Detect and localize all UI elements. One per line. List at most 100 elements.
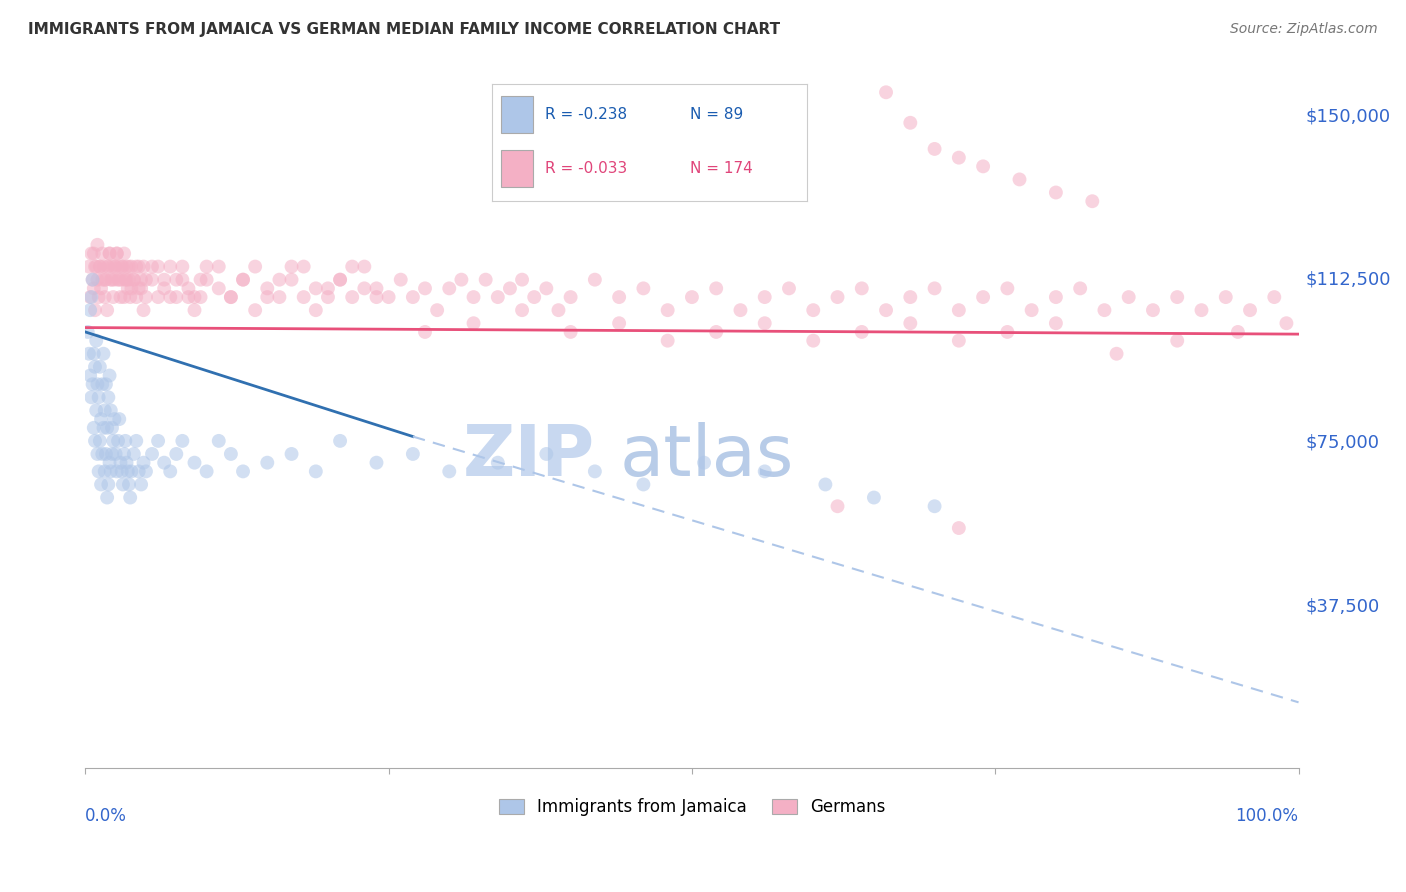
Point <box>342 290 364 304</box>
Point <box>120 464 142 478</box>
Point <box>80 390 103 404</box>
Point <box>1215 290 1237 304</box>
Point <box>105 246 128 260</box>
Point <box>76 325 98 339</box>
Point <box>89 434 111 448</box>
Point <box>146 434 169 448</box>
Point <box>924 142 946 156</box>
Point <box>208 434 231 448</box>
Point <box>177 290 200 304</box>
Text: IMMIGRANTS FROM JAMAICA VS GERMAN MEDIAN FAMILY INCOME CORRELATION CHART: IMMIGRANTS FROM JAMAICA VS GERMAN MEDIAN… <box>28 22 780 37</box>
Point <box>100 403 122 417</box>
Point <box>90 412 112 426</box>
Point <box>77 260 100 274</box>
Point <box>165 290 187 304</box>
Point <box>232 273 254 287</box>
Point <box>1021 303 1043 318</box>
Point <box>94 447 117 461</box>
Point <box>87 464 110 478</box>
Point <box>1191 303 1213 318</box>
Point <box>91 377 114 392</box>
Point <box>607 316 630 330</box>
Point <box>86 237 108 252</box>
Point <box>110 456 132 470</box>
Point <box>105 464 128 478</box>
Point <box>115 273 138 287</box>
Point <box>801 334 824 348</box>
Point <box>117 464 139 478</box>
Point <box>93 421 115 435</box>
Point <box>183 303 205 318</box>
Point <box>402 447 425 461</box>
Point <box>93 403 115 417</box>
Point <box>90 281 112 295</box>
Point <box>132 456 155 470</box>
Point <box>898 290 921 304</box>
Point <box>141 447 163 461</box>
Point <box>84 359 107 374</box>
Point <box>101 260 124 274</box>
Point <box>366 456 388 470</box>
Point <box>208 260 231 274</box>
Point <box>851 281 873 295</box>
Point <box>450 273 472 287</box>
Point <box>129 281 152 295</box>
Point <box>125 290 148 304</box>
Point <box>84 303 107 318</box>
Text: atlas: atlas <box>619 422 793 491</box>
Point <box>329 273 352 287</box>
Text: Source: ZipAtlas.com: Source: ZipAtlas.com <box>1230 22 1378 37</box>
Point <box>122 273 145 287</box>
Point <box>353 281 375 295</box>
Point <box>84 403 107 417</box>
Point <box>366 281 388 295</box>
Point <box>219 447 242 461</box>
Point <box>82 377 104 392</box>
Point <box>536 281 558 295</box>
Point <box>329 434 352 448</box>
Point <box>838 20 860 34</box>
Point <box>183 290 205 304</box>
Point <box>316 281 339 295</box>
Point <box>141 273 163 287</box>
Point <box>128 260 150 274</box>
Point <box>219 290 242 304</box>
Point <box>87 290 110 304</box>
Point <box>510 303 533 318</box>
Point <box>657 334 679 348</box>
Point <box>89 260 111 274</box>
Point <box>125 434 148 448</box>
Point <box>924 281 946 295</box>
Point <box>948 521 970 535</box>
Point <box>316 290 339 304</box>
Point <box>128 464 150 478</box>
Point <box>83 421 105 435</box>
Point <box>190 273 212 287</box>
Point <box>208 281 231 295</box>
Point <box>219 290 242 304</box>
Point <box>107 434 129 448</box>
Point <box>82 273 104 287</box>
Point <box>101 447 124 461</box>
Point <box>704 325 727 339</box>
Point <box>89 260 111 274</box>
Point <box>111 477 134 491</box>
Point <box>329 273 352 287</box>
Point <box>583 464 606 478</box>
Point <box>165 447 187 461</box>
Point <box>118 260 141 274</box>
Point <box>1166 334 1188 348</box>
Point <box>104 447 127 461</box>
Point <box>232 273 254 287</box>
Point <box>98 246 121 260</box>
Point <box>94 273 117 287</box>
Point <box>1239 303 1261 318</box>
Point <box>1105 347 1128 361</box>
Point <box>100 273 122 287</box>
Point <box>117 281 139 295</box>
Point <box>754 290 776 304</box>
Point <box>172 260 194 274</box>
Point <box>256 290 278 304</box>
Point <box>135 273 157 287</box>
Point <box>863 491 886 505</box>
